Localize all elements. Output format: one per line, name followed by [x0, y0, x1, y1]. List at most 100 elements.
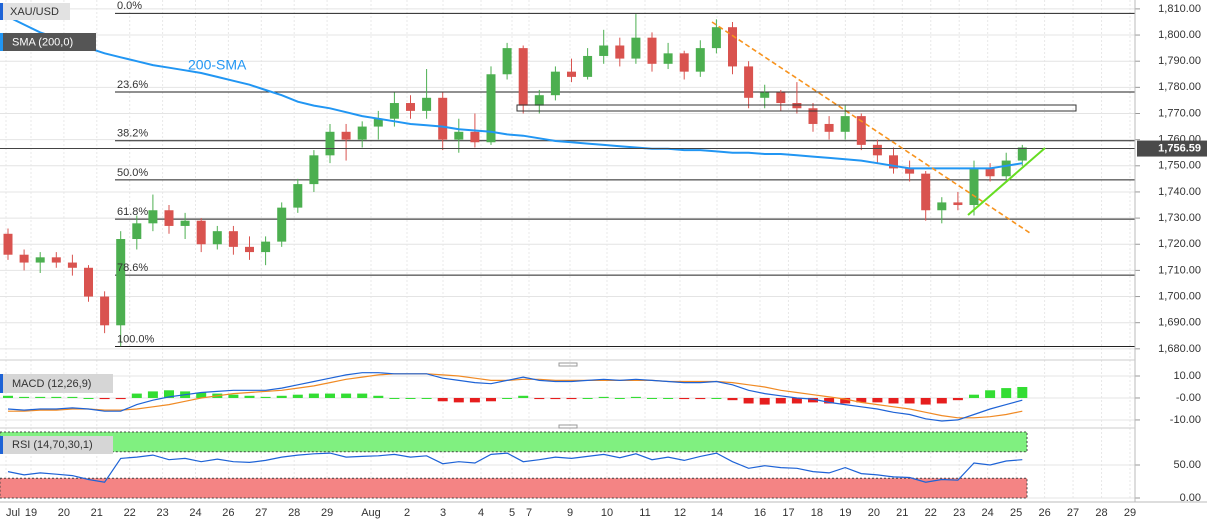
macd-histogram-bar [292, 394, 303, 398]
macd-histogram-bar [711, 397, 722, 399]
symbol-label: XAU/USD [10, 6, 59, 18]
x-tick-label: 23 [953, 507, 965, 519]
macd-histogram-bar [486, 397, 496, 402]
candle-body [953, 202, 963, 206]
macd-histogram-bar [1017, 386, 1028, 398]
candle-body [293, 184, 303, 208]
candle-body [341, 131, 351, 140]
candle-body [422, 97, 432, 111]
x-tick-label: 21 [91, 507, 103, 519]
x-tick-label: 25 [1010, 507, 1022, 519]
marks [0, 12, 1135, 483]
x-tick-label: 19 [839, 507, 851, 519]
y-tick-label: 1,740.00 [1158, 186, 1201, 198]
candle-body [550, 71, 560, 96]
x-tick-label: 24 [189, 507, 201, 519]
candle-body [1001, 160, 1011, 177]
candle-body [615, 45, 625, 59]
macd-histogram-bar [83, 397, 94, 399]
macd-histogram-bar [743, 397, 754, 404]
macd-histogram-bar [147, 391, 158, 398]
macd-histogram-bar [952, 397, 963, 401]
x-tick-label: 24 [982, 507, 994, 519]
macd-histogram-bar [469, 397, 480, 403]
resize-handle[interactable] [558, 362, 578, 367]
macd-histogram-bar [19, 396, 30, 398]
fib-label: 38.2% [117, 128, 148, 140]
macd-histogram-bar [647, 397, 657, 399]
candle-body [84, 267, 93, 297]
candle-body [711, 27, 721, 49]
x-tick-label: 5 [509, 507, 515, 519]
macd-histogram-bar [808, 397, 818, 403]
macd-histogram-bar [582, 397, 593, 399]
macd-histogram-bar [872, 397, 883, 403]
candle-body [309, 155, 319, 185]
candle-body [148, 210, 158, 224]
x-tick-label: 20 [58, 507, 70, 519]
macd-histogram-bar [663, 397, 674, 399]
candle-body [679, 53, 689, 72]
macd-histogram-bar [759, 397, 770, 405]
indicator-label: SMA (200,0) [12, 36, 73, 48]
candle-body [792, 103, 802, 109]
candle-body [389, 103, 399, 119]
candle-body [277, 207, 287, 242]
x-tick-label: 23 [156, 507, 168, 519]
macd-label: MACD (12,26,9) [12, 378, 91, 390]
macd-histogram-bar [131, 393, 142, 398]
candle-body [856, 116, 866, 145]
macd-histogram-bar [405, 397, 416, 399]
macd-histogram-bar [421, 397, 432, 399]
y-tick-label: 10.00 [1173, 370, 1201, 382]
candle-body [438, 97, 448, 140]
macd-histogram-bar [164, 390, 174, 398]
candle-body [357, 126, 367, 140]
macd-histogram-bar [904, 397, 915, 404]
grid [0, 0, 1135, 500]
candle-body [1017, 147, 1027, 161]
macd-histogram-bar [775, 397, 786, 404]
x-tick-label: 20 [868, 507, 880, 519]
macd-histogram-bar [260, 396, 271, 398]
y-tick-label: 1,690.00 [1158, 317, 1201, 329]
macd-histogram-bar [389, 397, 400, 399]
symbol-stripe [0, 3, 3, 20]
candle-body [599, 45, 609, 56]
candle-body [695, 48, 705, 72]
labels: Jul 19 20 21 22 23 24 26 27 28 29 Aug 2 3 4 5 7 9 10 11 12 14… [6, 0, 1207, 519]
oversold-band [0, 477, 1028, 499]
resize-handle[interactable] [558, 424, 578, 429]
y-tick-label: 1,710.00 [1158, 264, 1201, 276]
x-tick-label: 27 [1067, 507, 1079, 519]
candle-body [51, 257, 61, 263]
signal-line [8, 373, 1023, 419]
macd-histogram-bar [3, 395, 13, 398]
candle-body [840, 116, 850, 132]
candle-body [406, 103, 415, 111]
last-price-label: 1,756.59 [1158, 142, 1201, 154]
candle-body [631, 37, 641, 59]
x-tick-label: 18 [811, 507, 823, 519]
sma-line [7, 15, 1023, 170]
candle-body [196, 220, 206, 245]
macd-histogram-bar [695, 397, 706, 400]
macd-histogram-bar [453, 397, 464, 403]
macd-histogram-bar [325, 393, 335, 398]
macd-histogram-bar [35, 396, 46, 398]
macd-histogram-bar [936, 397, 947, 404]
y-tick-label: 1,790.00 [1158, 55, 1201, 67]
x-tick-label: Jul [6, 507, 20, 519]
candle-body [132, 223, 142, 240]
macd-histogram-bar [566, 397, 577, 400]
x-tick-label: 14 [711, 507, 723, 519]
x-tick-label: 3 [440, 507, 446, 519]
x-tick-label: 10 [601, 507, 613, 519]
macd-histogram-bar [888, 397, 899, 404]
y-tick-label: 1,800.00 [1158, 29, 1201, 41]
x-tick-label: 29 [321, 507, 333, 519]
candle-body [776, 92, 786, 104]
macd-histogram-bar [985, 390, 996, 398]
macd-histogram-bar [614, 397, 625, 399]
